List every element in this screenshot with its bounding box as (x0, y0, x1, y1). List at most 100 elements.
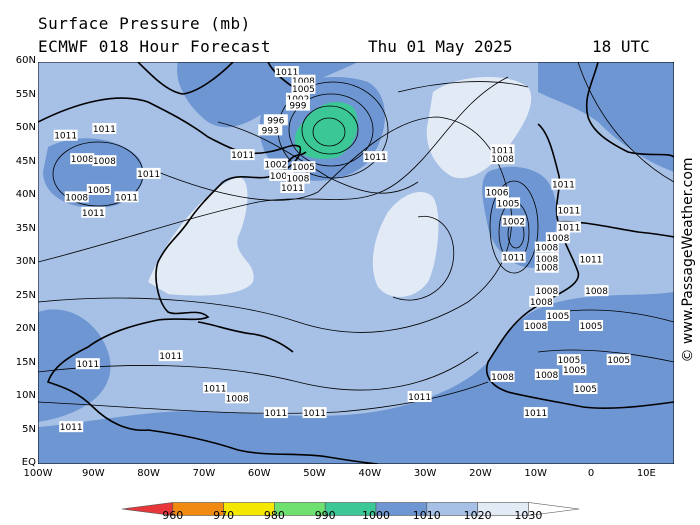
isobar-label-text: 1011 (137, 170, 160, 180)
lat-tick-label: 45N (15, 155, 36, 167)
isobar-label-text: 1011 (491, 146, 514, 156)
isobar-label: 1011 (523, 407, 548, 419)
isobar-label: 1005 (606, 354, 631, 366)
chart-subtitle: ECMWF 018 Hour Forecast (38, 37, 272, 56)
isobar-label-text: 1008 (585, 287, 608, 297)
lat-tick-label: 5N (22, 423, 36, 435)
isobar-label: 1008 (291, 74, 316, 87)
lon-tick-label: 10E (636, 468, 656, 479)
isobar-label: 1008 (225, 392, 250, 404)
isobar-label-text: 1011 (76, 360, 99, 370)
isobar-label: 1011 (59, 421, 84, 433)
isobar-label-text: 1002 (270, 172, 293, 182)
lon-tick-label: 90W (81, 468, 105, 479)
legend-label: 1020 (463, 509, 492, 522)
isobar-label-text: 1008 (535, 255, 558, 265)
isobar-label-text: 1005 (574, 385, 597, 395)
isobar-label: 1011 (501, 251, 526, 264)
isobar-label: 1008 (534, 368, 559, 381)
legend-label: 980 (263, 509, 285, 522)
lon-tick-label: 70W (192, 468, 216, 479)
isobar-label-text: 1011 (281, 184, 304, 194)
isobar-label-text: 1006 (486, 189, 509, 199)
legend-label: 960 (162, 509, 184, 522)
isobar-label-text: 1008 (286, 175, 309, 185)
forecast-time: 18 UTC (592, 37, 650, 56)
isobar-label: 1011 (490, 144, 515, 156)
isobar-label-text: 1005 (557, 356, 580, 366)
isobar-label: 1008 (584, 285, 609, 297)
isobar-label-text: 1002 (502, 217, 525, 227)
isobar-label: 996 (263, 114, 288, 126)
isobar-label: 1011 (274, 66, 299, 78)
isobar-label-text: 1011 (275, 68, 298, 78)
isobar-label: 1005 (496, 197, 521, 209)
isobar-label-text: 1011 (557, 223, 580, 233)
isobar-label-text: 1011 (204, 384, 227, 394)
lat-tick-label: EQ (21, 457, 36, 468)
isobar-label-text: 1011 (264, 409, 287, 419)
pressure-band-1020-1030 (148, 76, 532, 297)
isobar-label: 1011 (114, 191, 139, 203)
isobar-label-text: 1008 (491, 155, 514, 165)
isobar-label: 1002 (501, 215, 526, 227)
isobar-label: 1005 (573, 382, 598, 395)
isobar-label: 1011 (556, 221, 581, 233)
lon-tick-label: 10W (524, 468, 548, 479)
isobar-label: 1011 (280, 181, 305, 194)
pressure-band-990-1000 (294, 102, 358, 159)
isobar-label-text: 1008 (535, 264, 558, 274)
isobar-label-text: 1011 (93, 125, 116, 135)
isobar-label: 1008 (64, 191, 89, 203)
isobar-label-text: 1002 (264, 161, 287, 171)
isobar-label-text: 1005 (292, 85, 315, 95)
site-credit-text: © www.PassageWeather.com (680, 157, 696, 362)
isobar-label: 1011 (579, 253, 604, 266)
isobar-label: 1011 (556, 204, 581, 217)
isobar-label: 1008 (534, 285, 559, 297)
pressure-band-below-1010 (38, 62, 674, 464)
isobar-label: 1008 (534, 261, 559, 274)
isobar-label: 1011 (202, 382, 227, 394)
isobar-label: 1011 (230, 149, 255, 161)
isobar-label-text: 1011 (502, 254, 525, 264)
lon-tick-label: 100W (23, 468, 53, 479)
isobar-label-text: 1008 (535, 371, 558, 381)
isobar-label-text: 1008 (226, 394, 249, 404)
isobar-label-text: 1008 (535, 244, 558, 254)
isobar-label: 1008 (490, 370, 515, 383)
isobar-label: 1005 (291, 161, 316, 173)
isobar-label: 1011 (407, 391, 432, 403)
isobar-label: 1008 (70, 153, 95, 165)
isobar-label-text: 1005 (563, 366, 586, 376)
lat-tick-label: 20N (15, 323, 36, 334)
isobar-label: 999 (285, 99, 310, 112)
isobar-label: 1011 (363, 151, 388, 163)
isobar-label-text: 1011 (82, 209, 105, 219)
isobar-label-text: 1011 (524, 409, 547, 419)
isobar-label-text: 999 (289, 102, 306, 112)
isobar-label-text: 1011 (231, 151, 254, 161)
isobar-label: 1002 (263, 158, 288, 171)
lat-tick-label: 35N (15, 222, 36, 234)
lon-tick-label: 60W (247, 468, 271, 479)
isobar-label-text: 1005 (87, 186, 110, 196)
isobar-label: 993 (258, 124, 283, 136)
isobar-label: 1008 (285, 172, 310, 185)
isobar-label: 1011 (302, 407, 327, 419)
isobar-label-text: 1011 (552, 181, 575, 191)
isobar-label-text: 1005 (497, 199, 520, 209)
isobar-label-text: 1011 (580, 256, 603, 266)
isobar-label: 1008 (545, 232, 570, 244)
isobar-label: 1011 (92, 123, 117, 135)
isobar-label: 1011 (263, 407, 288, 419)
lat-tick-label: 40N (15, 189, 36, 200)
isobar-label-text: 1005 (607, 356, 630, 366)
isobar-label-text: 996 (267, 116, 284, 126)
isobar-label-text: 1011 (60, 423, 83, 433)
isobar-label-text: 1008 (535, 287, 558, 297)
lat-tick-label: 50N (15, 122, 36, 133)
isobar-label-text: 1008 (93, 157, 116, 167)
lon-tick-label: 0 (587, 468, 595, 479)
isobar-label-text: 1011 (54, 132, 77, 142)
